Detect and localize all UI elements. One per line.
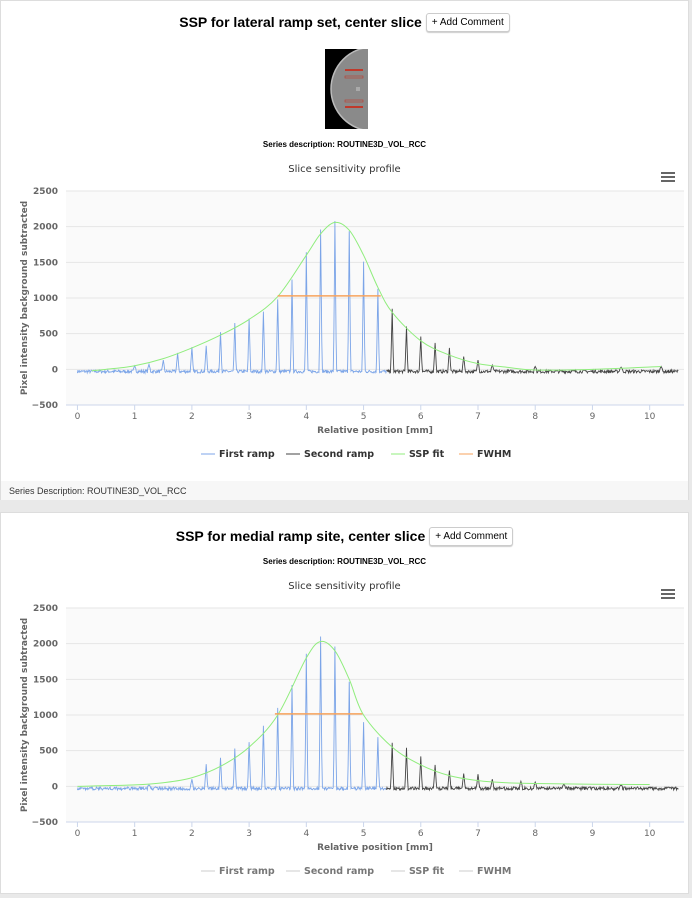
x-tick-label: 10 xyxy=(644,829,656,839)
y-tick-label: 500 xyxy=(39,330,58,340)
x-axis-title: Relative position [mm] xyxy=(317,426,433,436)
panel-title-row: SSP for lateral ramp set, center slice + … xyxy=(1,13,688,32)
x-tick-label: 9 xyxy=(590,829,596,839)
legend-label: SSP fit xyxy=(409,449,445,460)
x-tick-label: 0 xyxy=(75,412,81,422)
x-tick-label: 8 xyxy=(532,829,538,839)
y-tick-label: 2500 xyxy=(33,604,58,614)
x-tick-label: 6 xyxy=(418,829,424,839)
y-tick-label: 1500 xyxy=(33,675,58,685)
y-tick-label: 2000 xyxy=(33,223,58,233)
x-tick-label: 1 xyxy=(132,412,138,422)
y-tick-label: 500 xyxy=(39,747,58,757)
legend-label: SSP fit xyxy=(409,866,445,877)
ct-slice-thumbnail[interactable] xyxy=(325,49,368,129)
y-axis-title: Pixel intensity background subtracted xyxy=(20,618,30,812)
x-tick-label: 3 xyxy=(246,412,252,422)
x-tick-label: 1 xyxy=(132,829,138,839)
series-line-ssp-fit xyxy=(77,640,650,787)
y-tick-label: 0 xyxy=(52,365,58,375)
legend-item-second-ramp[interactable]: Second ramp xyxy=(286,449,374,460)
x-tick-label: 4 xyxy=(303,829,309,839)
y-tick-label: 2000 xyxy=(33,640,58,650)
y-tick-label: −500 xyxy=(32,818,58,828)
chart-title: Slice sensitivity profile xyxy=(288,164,401,175)
series-line-second-ramp xyxy=(385,742,679,792)
legend-item-first-ramp[interactable]: First ramp xyxy=(201,866,275,877)
series-line-first-ramp xyxy=(76,636,387,792)
legend-item-second-ramp[interactable]: Second ramp xyxy=(286,866,374,877)
panel-title: SSP for medial ramp site, center slice xyxy=(175,528,426,544)
panel-title-row: SSP for medial ramp site, center slice + … xyxy=(1,527,688,546)
x-tick-label: 2 xyxy=(189,829,195,839)
x-tick-label: 4 xyxy=(303,412,309,422)
legend-item-fwhm[interactable]: FWHM xyxy=(459,449,511,460)
y-tick-label: 1500 xyxy=(33,258,58,268)
legend-item-ssp-fit[interactable]: SSP fit xyxy=(391,866,445,877)
x-tick-label: 2 xyxy=(189,412,195,422)
x-tick-label: 0 xyxy=(75,829,81,839)
x-tick-label: 8 xyxy=(532,412,538,422)
legend-item-ssp-fit[interactable]: SSP fit xyxy=(391,449,445,460)
chart-menu-icon[interactable] xyxy=(661,170,675,184)
y-tick-label: 2500 xyxy=(33,187,58,197)
legend-label: First ramp xyxy=(219,449,275,460)
series-description: Series description: ROUTINE3D_VOL_RCC xyxy=(262,140,427,149)
ssp-chart-1: −500 0 500 1000 1500 2000 2500 0 1 2 3 4 5 6 7 8 9 10 Rela… xyxy=(20,187,684,460)
panel-title: SSP for lateral ramp set, center slice xyxy=(179,14,422,30)
chart-menu-icon[interactable] xyxy=(661,587,675,601)
series-line-ssp-fit xyxy=(91,221,662,372)
x-tick-label: 5 xyxy=(361,412,367,422)
legend-label: FWHM xyxy=(477,866,511,877)
series-line-first-ramp xyxy=(76,220,387,375)
ssp-chart-2: −500 0 500 1000 1500 2000 2500 0 1 2 3 4 5 6 7 8 9 10 Rela… xyxy=(20,604,684,877)
x-tick-label: 5 xyxy=(361,829,367,839)
legend-item-first-ramp[interactable]: First ramp xyxy=(201,449,275,460)
panel-footer: Series Description: ROUTINE3D_VOL_RCC xyxy=(1,481,688,500)
y-tick-label: −500 xyxy=(32,401,58,411)
add-comment-button[interactable]: + Add Comment xyxy=(425,13,510,32)
add-comment-button[interactable]: + Add Comment xyxy=(429,527,514,546)
series-description: Series description: ROUTINE3D_VOL_RCC xyxy=(262,557,427,566)
x-tick-label: 7 xyxy=(475,412,481,422)
x-axis-title: Relative position [mm] xyxy=(317,843,433,853)
y-tick-label: 1000 xyxy=(33,294,58,304)
chart-title: Slice sensitivity profile xyxy=(288,581,401,592)
legend-label: Second ramp xyxy=(304,866,374,877)
x-tick-label: 9 xyxy=(590,412,596,422)
y-tick-label: 1000 xyxy=(33,711,58,721)
x-tick-label: 7 xyxy=(475,829,481,839)
legend-label: First ramp xyxy=(219,866,275,877)
legend-label: FWHM xyxy=(477,449,511,460)
x-tick-label: 3 xyxy=(246,829,252,839)
legend-item-fwhm[interactable]: FWHM xyxy=(459,866,511,877)
ssp-panel-medial: SSP for medial ramp site, center slice + … xyxy=(0,512,689,894)
y-axis-title: Pixel intensity background subtracted xyxy=(20,201,30,395)
x-tick-label: 6 xyxy=(418,412,424,422)
y-tick-label: 0 xyxy=(52,782,58,792)
legend-label: Second ramp xyxy=(304,449,374,460)
series-line-second-ramp xyxy=(386,308,679,375)
ssp-panel-lateral: SSP for lateral ramp set, center slice + … xyxy=(0,0,689,500)
x-tick-label: 10 xyxy=(644,412,656,422)
